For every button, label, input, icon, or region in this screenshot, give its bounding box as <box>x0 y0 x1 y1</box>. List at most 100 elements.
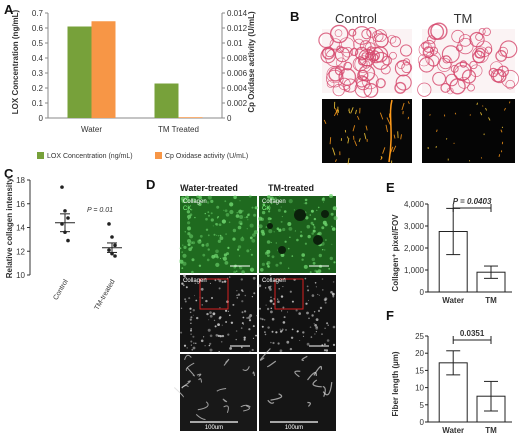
micrograph-speckle <box>248 319 252 322</box>
label-collagen-tm: Collagen <box>262 199 286 205</box>
micrograph-speckle <box>235 214 240 218</box>
micrograph-speckle <box>255 334 257 337</box>
micrograph-speckle <box>309 326 312 329</box>
chart-a-bar-lox <box>67 26 92 118</box>
micrograph-speckle <box>275 263 279 267</box>
micrograph-speckle <box>256 315 258 317</box>
label-collagen-water: Collagen <box>183 199 207 205</box>
stain-alveolus <box>401 62 413 74</box>
micrograph-speckle <box>248 194 252 198</box>
stain-alveolus <box>459 60 468 68</box>
micrograph-speckle <box>281 328 284 331</box>
polarized-fiber <box>498 154 501 158</box>
micrograph-speckle <box>203 336 205 338</box>
polarized-fiber <box>364 132 367 140</box>
micrograph-speckle <box>272 302 275 306</box>
chart-c-point <box>66 238 70 243</box>
micrograph-speckle <box>268 221 271 224</box>
chart-a-ylabel-right: Cp Oxidase activity (U/mL) <box>247 11 256 113</box>
micrograph-speckle <box>321 226 325 230</box>
chart-e: Collagen⁺ pixel/FOV 0 1,000 2,000 3,000 4,00… <box>391 197 512 305</box>
polarized-fiber <box>503 107 506 111</box>
micrograph-speckle <box>184 300 187 303</box>
stain-alveolus <box>505 79 515 90</box>
chart-a: LOX Concentration (ng/mL) Cp Oxidase act… <box>11 9 256 160</box>
stain-alveolus <box>375 78 386 89</box>
stain-alveolus <box>371 51 390 70</box>
chart-c-ytick-label: 12 <box>16 247 25 256</box>
micrograph-speckle <box>261 318 264 321</box>
micrograph-speckle <box>303 202 305 204</box>
micrograph-speckle <box>241 300 244 303</box>
micrograph-speckle <box>198 202 202 206</box>
micrograph-speckle <box>249 236 253 240</box>
micrograph-speckle <box>246 317 249 319</box>
micrograph-speckle <box>209 334 213 338</box>
micrograph-speckle <box>258 224 263 229</box>
micrograph-speckle <box>214 325 217 328</box>
micrograph-speckle <box>242 210 244 212</box>
micrograph-speckle <box>280 295 284 298</box>
polarized-fiber <box>356 115 360 120</box>
micrograph-fiber <box>322 382 333 396</box>
micrograph-speckle <box>301 253 306 257</box>
scale-label-water: 100um <box>205 425 223 431</box>
micrograph-speckle <box>254 206 258 210</box>
stain-alveolus <box>402 58 411 66</box>
micrograph-speckle <box>259 307 261 310</box>
micrograph-tm-collagen-ck <box>259 196 336 273</box>
micrograph-speckle <box>187 243 191 247</box>
micrograph-fiber <box>312 379 322 388</box>
stain-alveolus <box>482 27 491 37</box>
micrograph-speckle <box>291 255 294 257</box>
micrograph-speckle <box>324 249 326 251</box>
micrograph-speckle <box>217 334 220 337</box>
micrograph-speckle <box>232 237 236 241</box>
panel-d-col2-header: TM-treated <box>268 183 314 193</box>
micrograph-speckle <box>305 216 309 220</box>
micrograph-speckle <box>310 221 314 225</box>
polarized-fiber <box>358 138 361 143</box>
micrograph-speckle <box>209 314 213 318</box>
chart-c-point <box>60 185 64 189</box>
stain-alveolus <box>432 71 447 86</box>
polarized-fiber <box>355 109 357 115</box>
micrograph-speckle <box>232 228 237 233</box>
micrograph-speckle <box>225 213 230 217</box>
micrograph-speckle <box>205 299 208 303</box>
polarized-fiber <box>323 119 327 124</box>
stain-alveolus <box>395 74 412 91</box>
micrograph-speckle <box>275 331 278 334</box>
stain-alveolus <box>442 55 451 64</box>
micrograph-speckle <box>304 202 308 205</box>
micrograph-speckle <box>264 251 269 255</box>
chartE-xtick-label: Water <box>442 296 464 305</box>
micrograph-speckle <box>324 327 326 329</box>
micrograph-speckle <box>224 261 229 265</box>
micrograph-speckle <box>280 228 281 230</box>
micrograph-speckle <box>331 227 336 231</box>
micrograph-fiber <box>216 388 227 392</box>
micrograph-speckle <box>227 246 230 249</box>
micrograph-speckle <box>250 269 254 272</box>
micrograph-void <box>313 235 323 245</box>
micrograph-speckle <box>218 279 222 283</box>
micrograph-speckle <box>311 314 314 317</box>
micrograph-speckle <box>303 264 308 269</box>
micrograph-speckle <box>283 210 287 213</box>
polarized-fiber <box>401 102 405 111</box>
micrograph-speckle <box>325 349 329 352</box>
polarized-fiber <box>379 112 384 120</box>
micrograph-speckle <box>221 324 223 326</box>
stain-alveolus <box>445 73 459 87</box>
chart-a-ytick-label: 0.5 <box>32 39 44 48</box>
micrograph-speckle <box>315 318 319 321</box>
micrograph-fiber <box>240 404 251 408</box>
micrograph-speckle <box>236 212 238 214</box>
micrograph-speckle <box>264 331 266 333</box>
micrograph-speckle <box>235 338 237 341</box>
micrograph-fiber <box>197 401 209 411</box>
micrograph-speckle <box>322 220 327 225</box>
stain-alveolus <box>334 29 343 38</box>
micrograph-speckle <box>238 209 243 214</box>
